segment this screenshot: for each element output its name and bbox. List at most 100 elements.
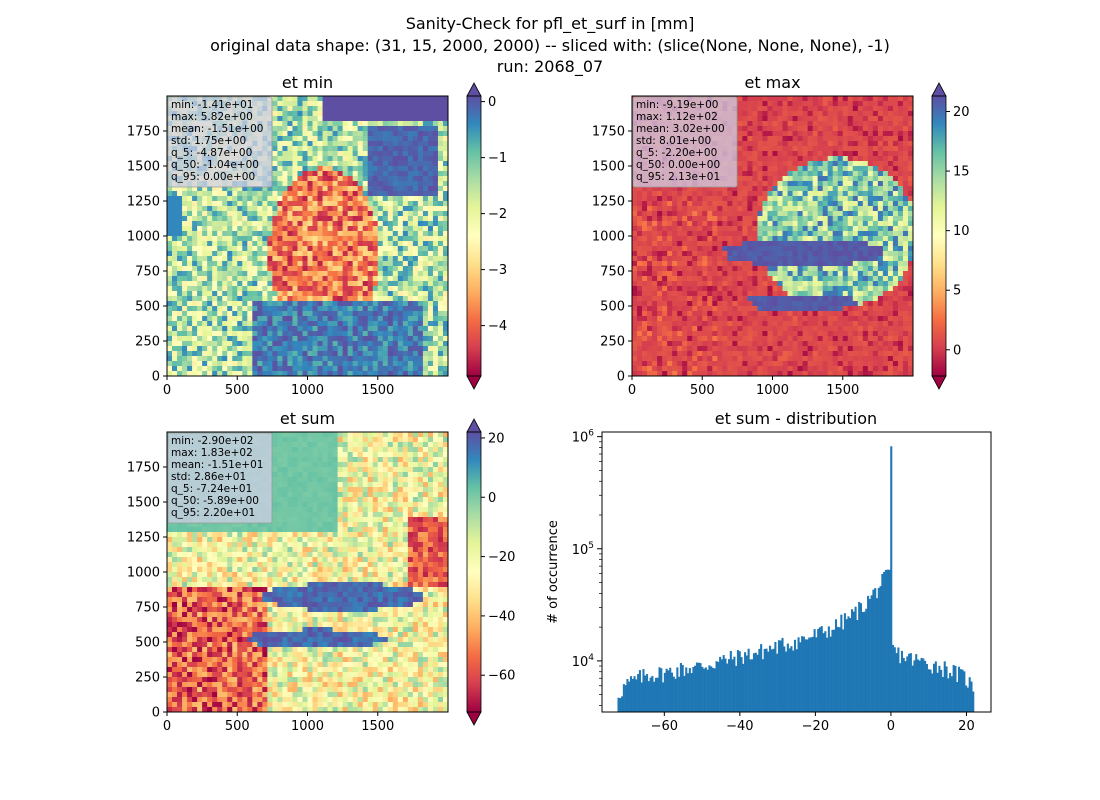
- heatmap-cell: [837, 96, 844, 102]
- heatmap-cell: [427, 351, 434, 357]
- heatmap-cell: [282, 241, 289, 247]
- heatmap-cell: [372, 276, 379, 282]
- heatmap-cell: [807, 166, 814, 172]
- heatmap-cell: [302, 361, 309, 367]
- heatmap-cell: [832, 161, 839, 167]
- heatmap-cell: [342, 341, 349, 347]
- heatmap-cell: [212, 306, 218, 312]
- heatmap-cell: [387, 296, 394, 302]
- heatmap-cell: [377, 96, 384, 102]
- heatmap-cell: [252, 341, 258, 347]
- heatmap-cell: [282, 271, 289, 277]
- heatmap-cell: [297, 281, 304, 287]
- heatmap-cell: [282, 176, 289, 182]
- heatmap-cell: [202, 196, 208, 202]
- heatmap-cell: [697, 196, 703, 202]
- heatmap-cell: [772, 126, 779, 132]
- heatmap-cell: [417, 336, 424, 342]
- heatmap-cell: [847, 96, 854, 102]
- heatmap-cell: [187, 241, 193, 247]
- heatmap-cell: [207, 201, 213, 207]
- heatmap-cell: [327, 296, 334, 302]
- heatmap-cell: [382, 286, 389, 292]
- heatmap-cell: [767, 96, 774, 102]
- heatmap-cell: [742, 166, 749, 172]
- heatmap-cell: [897, 106, 904, 112]
- heatmap-cell: [442, 111, 448, 117]
- heatmap-cell: [172, 241, 178, 247]
- colorbar-tick-label: −1: [488, 151, 507, 166]
- heatmap-cell: [692, 231, 698, 237]
- heatmap-cell: [432, 306, 439, 312]
- heatmap-cell: [337, 346, 344, 352]
- heatmap-cell: [307, 321, 314, 327]
- heatmap-cell: [382, 256, 389, 262]
- heatmap-cell: [362, 311, 369, 317]
- heatmap-cell: [362, 356, 369, 362]
- heatmap-cell: [877, 246, 884, 252]
- heatmap-cell: [892, 211, 899, 217]
- heatmap-cell: [202, 256, 208, 262]
- heatmap-cell: [427, 331, 434, 337]
- heatmap-cell: [322, 96, 329, 102]
- heatmap-cell: [782, 161, 789, 167]
- heatmap-cell: [797, 206, 804, 212]
- heatmap-cell: [357, 221, 364, 227]
- heatmap-cell: [742, 146, 749, 152]
- heatmap-cell: [387, 286, 394, 292]
- heatmap-cell: [867, 181, 874, 187]
- heatmap-cell: [327, 176, 334, 182]
- heatmap-cell: [442, 261, 448, 267]
- heatmap-cell: [432, 356, 439, 362]
- heatmap-cell: [637, 246, 643, 252]
- heatmap-cell: [902, 246, 909, 252]
- heatmap-cell: [392, 156, 399, 162]
- heatmap-cell: [267, 256, 273, 262]
- heatmap-cell: [777, 171, 784, 177]
- heatmap-cell: [372, 206, 379, 212]
- heatmap-cell: [197, 211, 203, 217]
- heatmap-cell: [742, 176, 749, 182]
- heatmap-cell: [282, 166, 289, 172]
- heatmap-cell: [277, 171, 284, 177]
- heatmap-cell: [797, 101, 804, 107]
- heatmap-cell: [407, 171, 414, 177]
- heatmap-cell: [227, 216, 233, 222]
- heatmap-cell: [277, 151, 284, 157]
- heatmap-cell: [287, 191, 294, 197]
- heatmap-cell: [852, 191, 859, 197]
- heatmap-cell: [637, 211, 643, 217]
- heatmap-cell: [202, 201, 208, 207]
- heatmap-cell: [787, 196, 794, 202]
- heatmap-cell: [332, 221, 339, 227]
- heatmap-cell: [292, 206, 299, 212]
- heatmap-cell: [412, 321, 419, 327]
- heatmap-cell: [347, 236, 354, 242]
- heatmap-cell: [392, 181, 399, 187]
- heatmap-cell: [322, 146, 329, 152]
- heatmap-cell: [317, 211, 324, 217]
- heatmap-cell: [337, 206, 344, 212]
- heatmap-cell: [862, 146, 869, 152]
- heatmap-cell: [277, 326, 284, 332]
- heatmap-cell: [302, 181, 309, 187]
- heatmap-cell: [422, 291, 429, 297]
- heatmap-cell: [367, 206, 374, 212]
- heatmap-cell: [322, 291, 329, 297]
- heatmap-cell: [347, 136, 354, 142]
- heatmap-cell: [297, 321, 304, 327]
- heatmap-cell: [327, 186, 334, 192]
- heatmap-cell: [827, 221, 834, 227]
- heatmap-cell: [372, 236, 379, 242]
- heatmap-cell: [307, 116, 314, 122]
- heatmap-cell: [707, 221, 713, 227]
- heatmap-cell: [667, 231, 673, 237]
- heatmap-cell: [207, 336, 213, 342]
- heatmap-cell: [287, 331, 294, 337]
- heatmap-cell: [347, 166, 354, 172]
- heatmap-cell: [657, 221, 663, 227]
- heatmap-cell: [442, 321, 448, 327]
- heatmap-cell: [167, 361, 173, 367]
- heatmap-cell: [267, 231, 273, 237]
- heatmap-cell: [662, 236, 668, 242]
